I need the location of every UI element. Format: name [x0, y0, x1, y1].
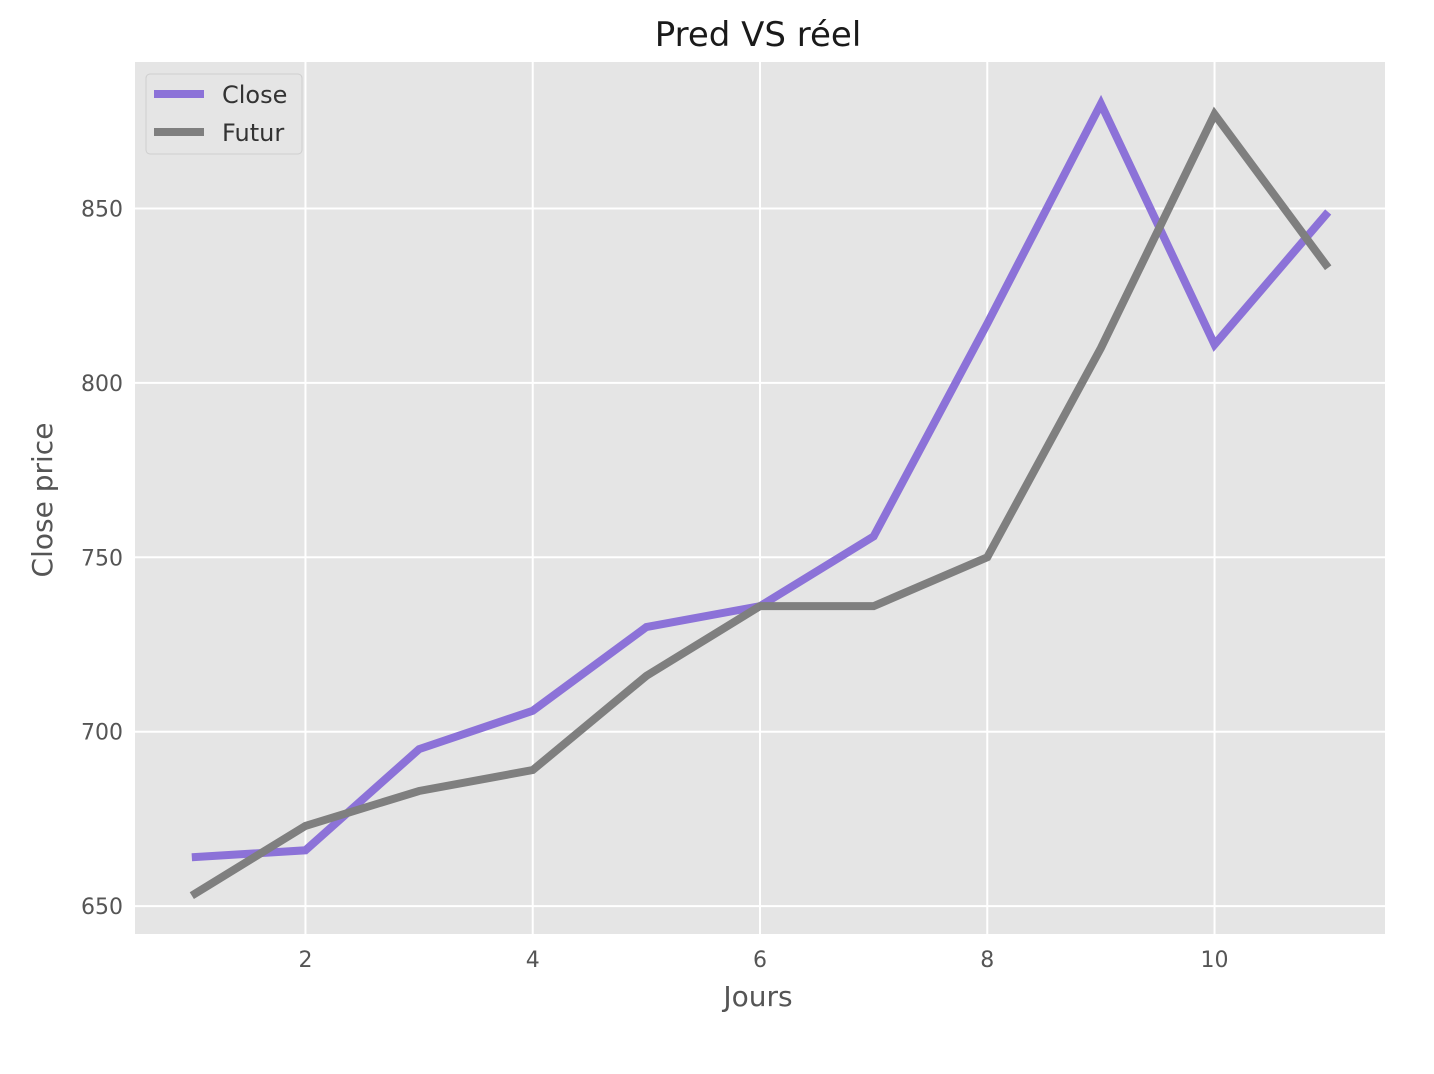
y-tick-label: 650 [81, 895, 123, 920]
y-tick-label: 700 [81, 721, 123, 746]
chart-title: Pred VS réel [655, 15, 862, 55]
x-tick-label: 8 [980, 948, 994, 973]
legend-label-futur: Futur [222, 119, 284, 147]
series-lines [189, 94, 1332, 900]
y-axis-label: Close price [26, 423, 59, 578]
grid-lines [135, 62, 1385, 934]
x-axis-label: Jours [721, 980, 792, 1013]
y-tick-label: 750 [81, 546, 123, 571]
y-tick-label: 800 [81, 372, 123, 397]
x-tick-label: 4 [526, 948, 540, 973]
x-tick-label: 2 [298, 948, 312, 973]
series-line-futur [189, 106, 1332, 900]
x-tick-label: 10 [1201, 948, 1229, 973]
x-tick-label: 6 [753, 948, 767, 973]
y-tick-label: 850 [81, 197, 123, 222]
legend: Close Futur [145, 73, 303, 155]
y-axis-ticks: 650 700 750 800 850 [81, 197, 123, 920]
legend-label-close: Close [222, 81, 287, 109]
x-axis-ticks: 2 4 6 8 10 [298, 948, 1228, 973]
